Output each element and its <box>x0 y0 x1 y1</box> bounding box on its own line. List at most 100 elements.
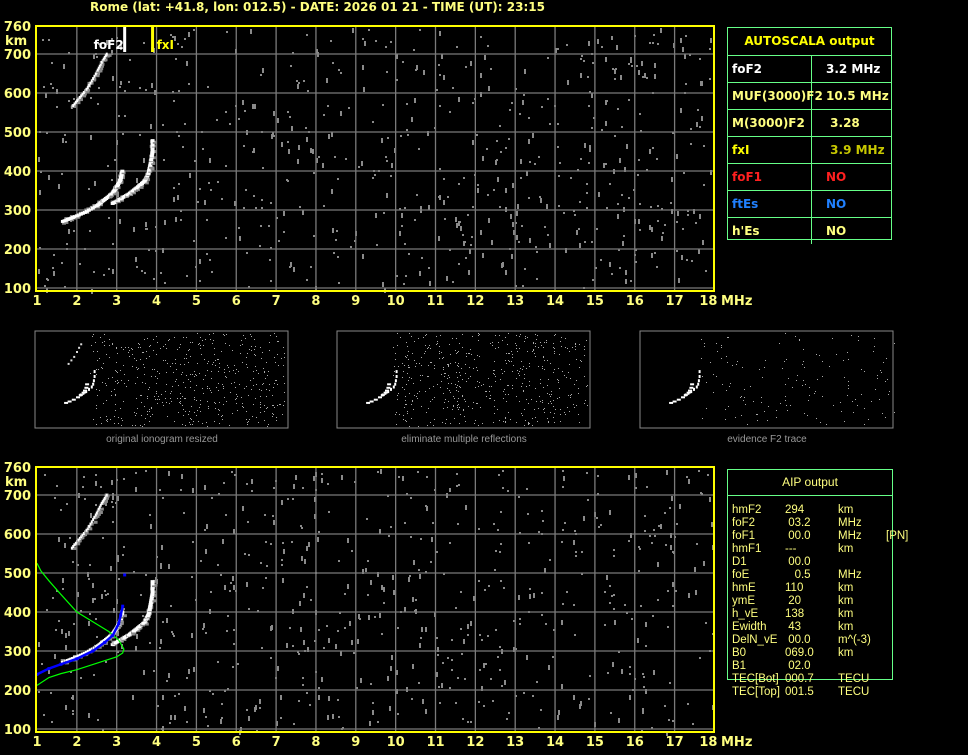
noise-point <box>512 222 514 227</box>
noise-point <box>638 70 640 75</box>
x-tick-label: 8 <box>311 735 320 750</box>
thumbnail-noise <box>409 367 410 368</box>
noise-point <box>657 43 659 45</box>
thumbnail-noise <box>509 361 510 362</box>
y-tick-label: 600 <box>4 87 31 102</box>
thumbnail-noise <box>222 415 223 416</box>
x-tick-label: 11 <box>426 735 444 750</box>
thumbnail-noise <box>486 396 487 397</box>
noise-point <box>513 647 515 652</box>
thumbnail-noise <box>101 367 102 368</box>
thumbnail-noise <box>554 335 555 336</box>
noise-point <box>276 217 278 219</box>
x-tick-label: 5 <box>192 294 201 309</box>
y-tick-label: 400 <box>4 165 31 180</box>
thumbnail-noise <box>790 405 791 406</box>
thumbnail-noise <box>395 353 396 354</box>
noise-point <box>318 531 320 533</box>
thumbnail-noise <box>190 387 191 388</box>
thumbnail-noise <box>503 391 504 392</box>
thumbnail-noise <box>428 365 429 366</box>
noise-point <box>405 275 407 277</box>
noise-point <box>202 628 204 630</box>
thumbnail-noise <box>266 408 267 409</box>
thumbnail-noise <box>246 357 247 358</box>
noise-point <box>441 54 443 59</box>
noise-point <box>178 135 180 137</box>
noise-point <box>184 706 186 711</box>
noise-point <box>573 210 575 212</box>
noise-point <box>166 618 168 623</box>
noise-point <box>482 156 484 161</box>
noise-point <box>302 487 304 489</box>
noise-point <box>297 84 299 89</box>
noise-point <box>623 235 625 237</box>
thumbnail-noise <box>436 336 437 337</box>
thumbnail-noise <box>197 410 198 411</box>
noise-point <box>111 179 113 181</box>
noise-point <box>335 239 337 241</box>
thumbnail-noise <box>203 393 204 394</box>
noise-point <box>38 642 40 647</box>
echo-halo <box>152 140 157 144</box>
noise-point <box>618 718 620 723</box>
thumbnail-noise <box>510 419 511 420</box>
thumbnail-noise <box>489 391 490 392</box>
thumbnail-noise <box>269 342 270 343</box>
noise-point <box>472 102 474 104</box>
thumbnail-noise <box>241 397 242 398</box>
noise-point <box>300 525 302 527</box>
echo-halo <box>110 635 115 639</box>
thumbnail-noise <box>539 396 540 397</box>
noise-point <box>676 221 678 223</box>
y-axis-label: km <box>5 34 27 49</box>
noise-point <box>583 516 585 521</box>
thumbnail-noise <box>803 380 804 381</box>
thumbnail-noise <box>256 417 257 418</box>
thumbnail-noise <box>129 350 130 351</box>
thumbnail-noise <box>95 342 96 343</box>
noise-point <box>96 636 98 638</box>
thumbnail-noise <box>430 401 431 402</box>
thumbnail-noise <box>116 347 117 348</box>
thumbnail-noise <box>529 423 530 424</box>
noise-point <box>270 543 272 545</box>
thumbnail-noise <box>107 419 108 420</box>
x-tick-label: 12 <box>466 735 484 750</box>
y-tick-label: 500 <box>4 567 31 582</box>
noise-point <box>259 707 261 709</box>
thumbnail-trace <box>672 400 677 403</box>
noise-point <box>309 704 311 706</box>
noise-point <box>425 571 427 573</box>
thumbnail-noise <box>472 336 473 337</box>
echo-halo <box>151 156 156 160</box>
noise-point <box>46 132 48 134</box>
thumbnail-noise <box>163 346 164 347</box>
x-tick-label: 9 <box>351 735 360 750</box>
noise-point <box>238 227 240 229</box>
noise-point <box>361 161 363 166</box>
echo-point <box>148 162 153 166</box>
thumb-caption-original: original ionogram resized <box>106 434 218 445</box>
thumbnail-noise <box>109 357 110 358</box>
thumbnail-noise <box>241 340 242 341</box>
thumbnail-noise <box>535 356 536 357</box>
thumbnail-noise <box>726 390 727 391</box>
echo-halo <box>152 150 157 154</box>
echo-point <box>89 81 92 85</box>
noise-point <box>362 569 364 574</box>
thumbnail-noise <box>142 426 143 427</box>
noise-point <box>654 63 656 68</box>
noise-point <box>229 123 231 125</box>
noise-point <box>287 111 289 113</box>
noise-point <box>73 623 75 625</box>
echo-point <box>88 83 91 87</box>
thumbnail-noise <box>756 414 757 415</box>
noise-point <box>314 497 316 502</box>
noise-point <box>159 489 161 491</box>
noise-point <box>117 557 119 562</box>
thumbnail-trace <box>76 351 78 353</box>
thumbnail-noise <box>847 352 848 353</box>
thumbnail-noise <box>491 386 492 387</box>
thumbnail-noise <box>194 371 195 372</box>
